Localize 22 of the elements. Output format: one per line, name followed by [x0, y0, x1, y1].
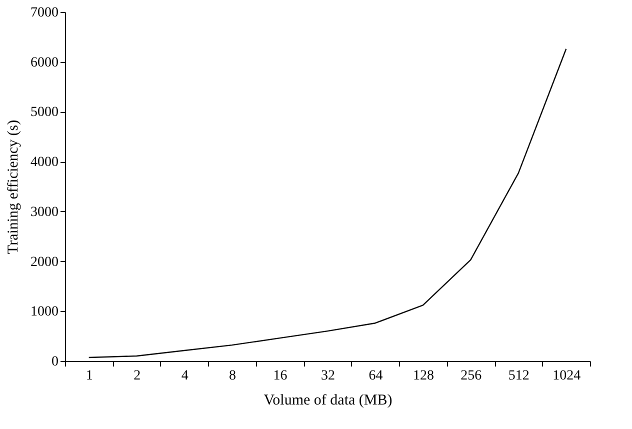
y-tick-label: 7000: [30, 6, 58, 20]
y-tick-label: 2000: [30, 254, 58, 270]
x-tick-label: 8: [229, 368, 236, 384]
x-tick-label: 128: [412, 368, 434, 384]
x-tick-label: 256: [460, 368, 482, 384]
x-tick-label: 32: [321, 368, 335, 384]
y-tick-label: 6000: [30, 55, 58, 70]
x-tick-label: 1: [86, 368, 93, 384]
x-axis-title: Volume of data (MB): [264, 392, 392, 408]
x-tick-label: 2: [134, 368, 141, 384]
y-tick-label: 4000: [30, 155, 58, 170]
y-tick-label: 0: [52, 354, 58, 370]
x-tick-label: 16: [273, 368, 288, 384]
x-tick-label: 4: [181, 368, 188, 384]
line-series: [88, 48, 567, 358]
y-tick-label: 1000: [30, 304, 58, 320]
y-axis-title: Training efficiency (s): [6, 120, 22, 254]
y-tick-label: 5000: [30, 105, 58, 120]
y-tick-label: 3000: [30, 204, 58, 220]
x-tick-label: 64: [368, 368, 383, 384]
x-tick-label: 512: [508, 368, 530, 384]
x-tick-label: 1024: [552, 368, 581, 384]
